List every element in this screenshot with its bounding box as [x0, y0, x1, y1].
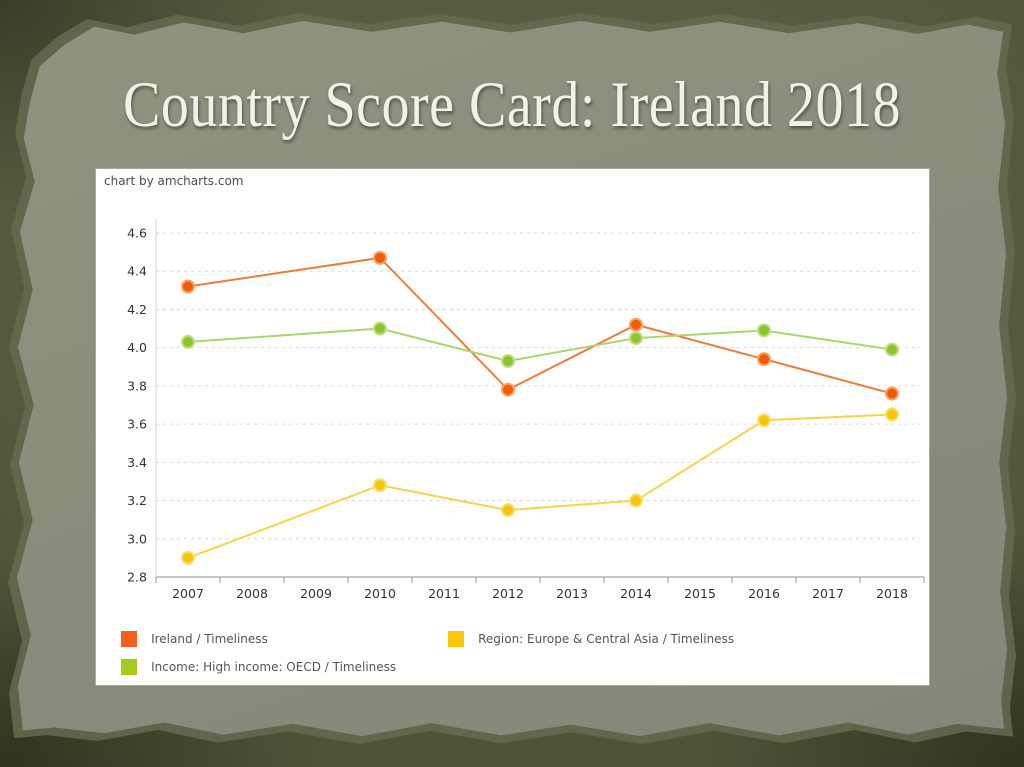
x-axis-label: 2012: [492, 586, 524, 601]
amcharts-attribution-link[interactable]: chart by amcharts.com: [104, 174, 244, 188]
line-chart: 2.8 3.0 3.2 3.4 3.6 3.8 4.0 4.2 4.4 4.6 2007 2008 20…: [127, 219, 925, 601]
series-line: [187, 256, 893, 395]
x-axis-label: 2009: [300, 586, 332, 601]
x-axis-label: 2008: [236, 586, 268, 601]
x-axis-label: 2017: [812, 586, 844, 601]
chart-panel: 2.8 3.0 3.2 3.4 3.6 3.8 4.0 4.2 4.4 4.6 2007 2008 20…: [95, 168, 930, 686]
x-axis-label: 2007: [172, 586, 204, 601]
data-point[interactable]: [181, 279, 195, 294]
legend-label: Region: Europe & Central Asia / Timeline…: [478, 631, 735, 646]
y-axis-label: 4.6: [127, 226, 147, 241]
x-axis-label: 2016: [748, 586, 780, 601]
data-point[interactable]: [629, 317, 643, 332]
y-axis-label: 3.0: [127, 531, 147, 546]
legend-swatch: [121, 630, 137, 647]
data-point[interactable]: [757, 413, 771, 428]
x-axis-label: 2011: [428, 586, 460, 601]
x-axis-label: 2013: [556, 586, 588, 601]
series-line: [187, 413, 893, 559]
y-axis-label: 3.2: [127, 493, 147, 508]
legend-item-income[interactable]: Income: High income: OECD / Timeliness: [121, 656, 397, 675]
x-axis-label: 2015: [684, 586, 716, 601]
x-axis-label: 2018: [876, 586, 908, 601]
y-axis-label: 3.4: [127, 455, 147, 470]
data-point[interactable]: [373, 321, 387, 336]
legend-swatch: [448, 630, 464, 647]
data-point[interactable]: [629, 493, 643, 508]
data-point[interactable]: [181, 550, 195, 565]
y-axis-label: 4.4: [127, 264, 147, 279]
data-point[interactable]: [885, 407, 899, 422]
legend-item-region[interactable]: Region: Europe & Central Asia / Timeline…: [448, 628, 735, 647]
x-axis-label: 2014: [620, 586, 652, 601]
y-axis-label: 4.2: [127, 302, 147, 317]
data-point[interactable]: [181, 334, 195, 349]
data-point[interactable]: [885, 386, 899, 401]
slide-title: Country Score Card: Ireland 2018: [122, 69, 902, 142]
y-axis-label: 2.8: [127, 570, 147, 585]
data-point[interactable]: [629, 331, 643, 346]
data-point[interactable]: [757, 323, 771, 338]
data-point[interactable]: [373, 478, 387, 493]
x-axis-label: 2010: [364, 586, 396, 601]
data-point[interactable]: [757, 352, 771, 367]
y-axis-label: 3.8: [127, 378, 147, 393]
series-line: [187, 327, 893, 363]
data-point[interactable]: [501, 354, 515, 369]
legend-label: Ireland / Timeliness: [151, 631, 268, 646]
data-point[interactable]: [885, 342, 899, 357]
y-axis-label: 4.0: [127, 340, 147, 355]
data-point[interactable]: [373, 250, 387, 265]
data-point[interactable]: [501, 503, 515, 518]
data-point[interactable]: [501, 382, 515, 397]
legend-swatch: [121, 658, 137, 675]
legend-item-ireland[interactable]: Ireland / Timeliness: [121, 628, 268, 647]
y-axis-label: 3.6: [127, 417, 147, 432]
legend-label: Income: High income: OECD / Timeliness: [151, 659, 397, 674]
